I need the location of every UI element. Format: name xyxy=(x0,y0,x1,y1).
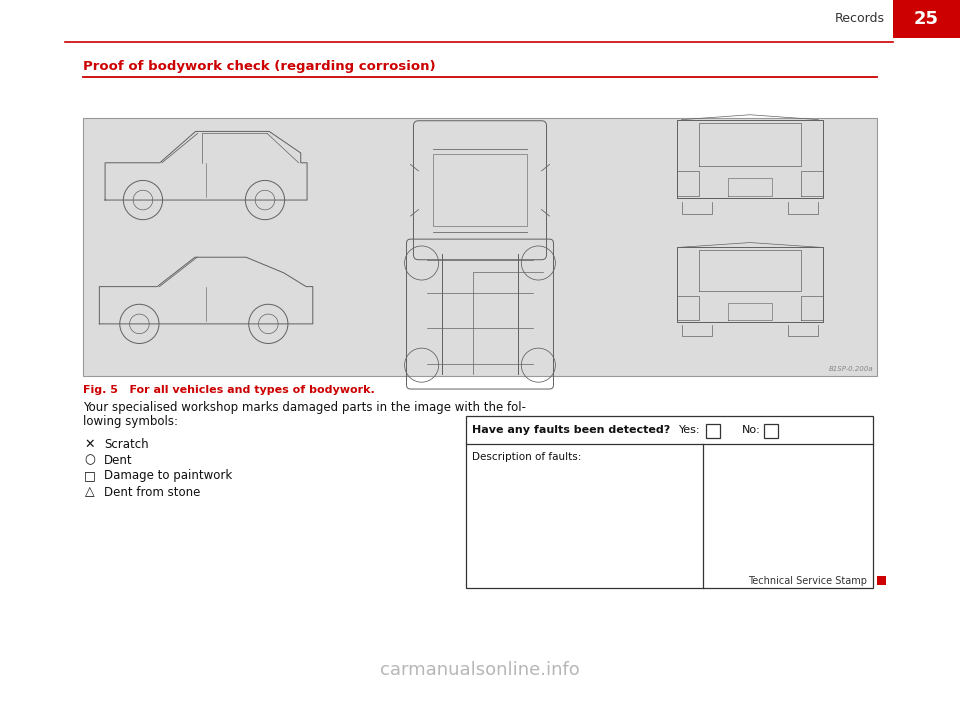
Text: B1SP-0.200a: B1SP-0.200a xyxy=(828,366,873,372)
Text: Technical Service Stamp: Technical Service Stamp xyxy=(748,576,867,586)
Bar xyxy=(893,0,960,38)
Text: 25: 25 xyxy=(914,10,939,28)
Text: Damage to paintwork: Damage to paintwork xyxy=(104,470,232,482)
Text: No:: No: xyxy=(742,425,760,435)
Bar xyxy=(764,424,778,438)
Text: Scratch: Scratch xyxy=(104,437,149,451)
Text: ✕: ✕ xyxy=(84,437,95,451)
Text: △: △ xyxy=(85,486,95,498)
Bar xyxy=(83,118,877,376)
Text: Yes:: Yes: xyxy=(679,425,701,435)
Bar xyxy=(706,424,720,438)
Bar xyxy=(433,154,527,226)
Bar xyxy=(877,576,886,585)
Text: ○: ○ xyxy=(84,454,95,466)
Text: carmanualsonline.info: carmanualsonline.info xyxy=(380,661,580,679)
Text: Dent: Dent xyxy=(104,454,132,466)
Text: Description of faults:: Description of faults: xyxy=(472,452,582,462)
Bar xyxy=(466,416,873,588)
Text: Proof of bodywork check (regarding corrosion): Proof of bodywork check (regarding corro… xyxy=(83,60,436,73)
Text: □: □ xyxy=(84,470,96,482)
Text: Have any faults been detected?: Have any faults been detected? xyxy=(472,425,670,435)
Text: Fig. 5   For all vehicles and types of bodywork.: Fig. 5 For all vehicles and types of bod… xyxy=(83,385,374,395)
Text: lowing symbols:: lowing symbols: xyxy=(83,416,178,428)
Text: Your specialised workshop marks damaged parts in the image with the fol-: Your specialised workshop marks damaged … xyxy=(83,402,526,414)
Text: Dent from stone: Dent from stone xyxy=(104,486,201,498)
Text: Records: Records xyxy=(835,13,885,25)
